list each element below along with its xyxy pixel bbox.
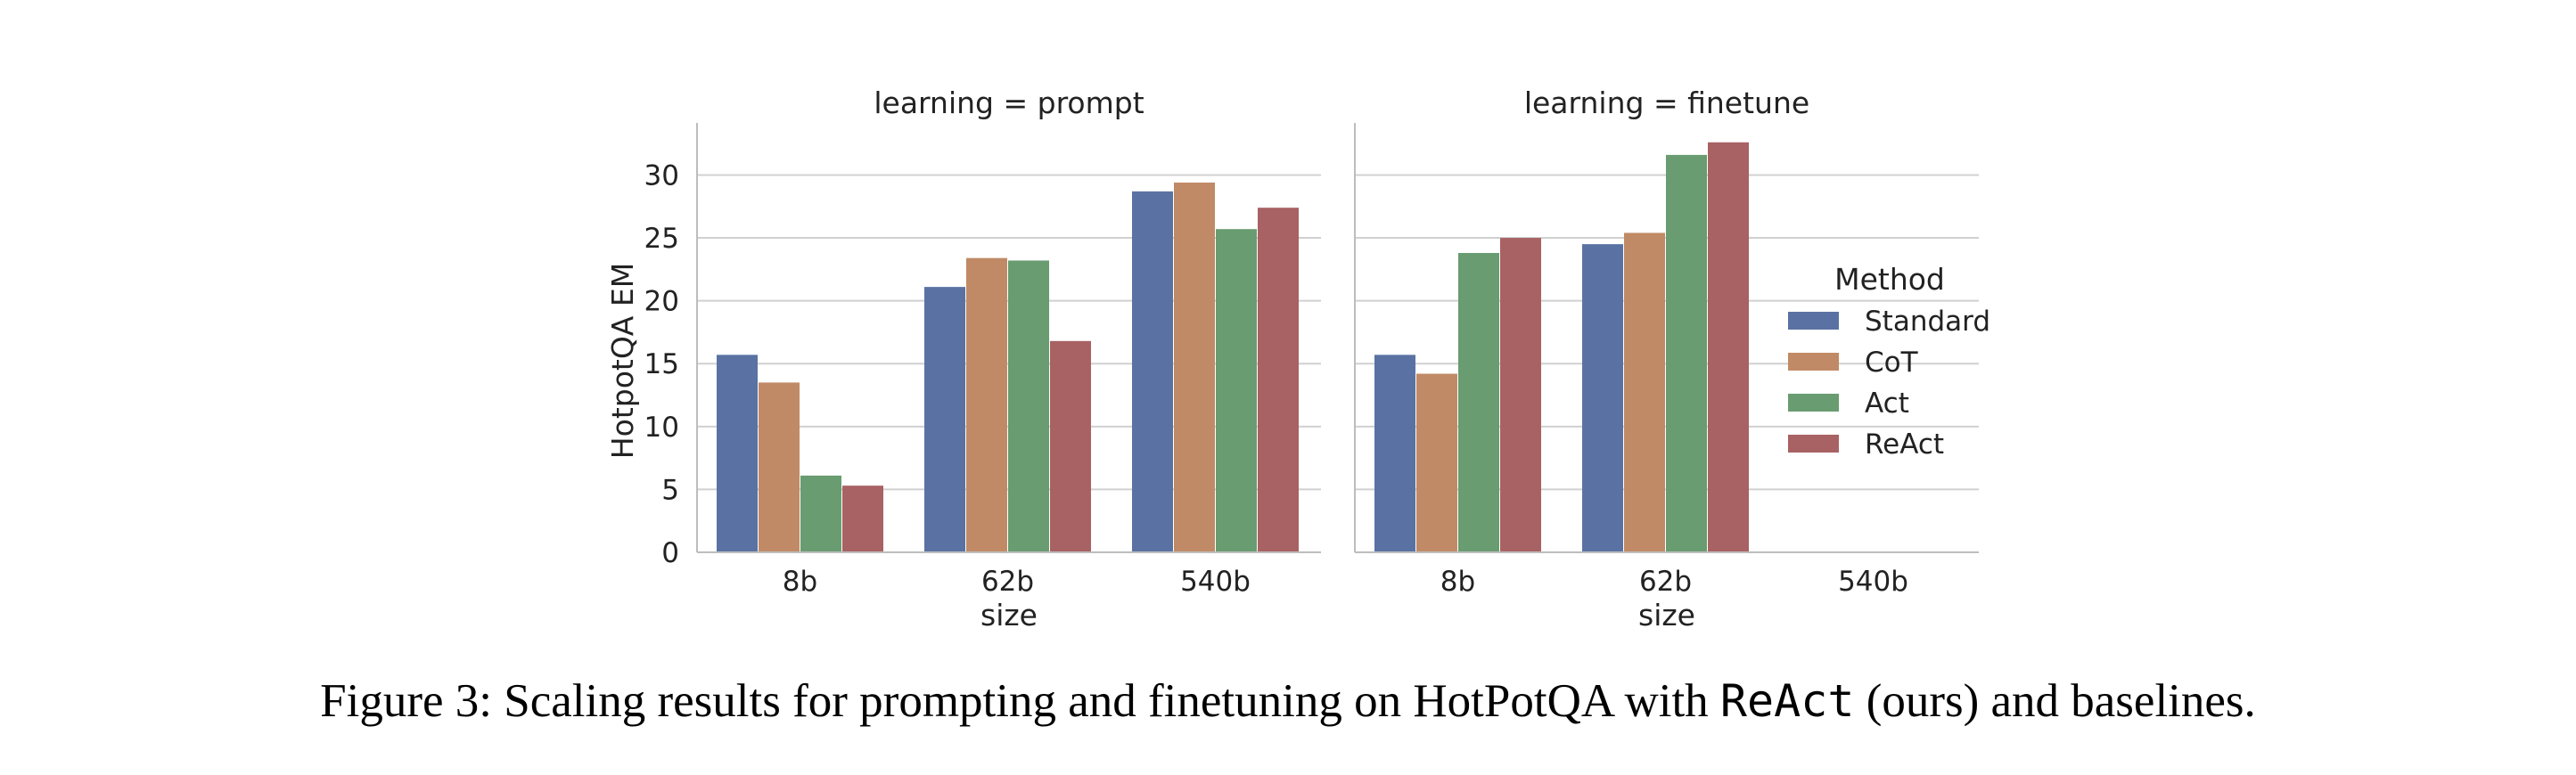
- x-tick-label-finetune-8b: 8b: [1440, 566, 1475, 598]
- bar-prompt-8b-cot: [759, 382, 800, 552]
- legend-swatch-standard: [1788, 312, 1839, 330]
- bar-finetune-62b-react: [1708, 142, 1749, 552]
- bar-finetune-62b-act: [1666, 154, 1707, 552]
- bar-prompt-8b-standard: [717, 355, 758, 552]
- bar-prompt-540b-standard: [1132, 191, 1173, 552]
- bar-prompt-540b-react: [1258, 208, 1299, 553]
- bar-prompt-62b-cot: [966, 257, 1007, 552]
- x-axis-label-finetune: size: [1638, 598, 1695, 632]
- legend-label-react: ReAct: [1865, 428, 1944, 461]
- legend-swatch-react: [1788, 435, 1839, 453]
- bar-finetune-8b-standard: [1374, 355, 1415, 552]
- facet-prompt: learning = prompt 8b 62b 540b size 0 5 10 15 20 25…: [605, 86, 1321, 632]
- facet-finetune: learning = finetune 8b 62b 540b size: [1354, 86, 1979, 632]
- bar-prompt-540b-act: [1216, 229, 1257, 552]
- bar-finetune-8b-cot: [1416, 373, 1457, 552]
- bar-prompt-62b-react: [1050, 340, 1091, 552]
- y-tick-label-25: 25: [644, 223, 679, 255]
- legend-title: Method: [1834, 262, 1945, 297]
- legend: Method Standard CoT Act ReAct: [1788, 262, 1990, 461]
- legend-swatch-act: [1788, 394, 1839, 412]
- bar-prompt-62b-standard: [924, 287, 965, 552]
- facet-title-prompt: learning = prompt: [874, 86, 1144, 120]
- bar-finetune-8b-act: [1458, 253, 1499, 552]
- legend-label-act: Act: [1865, 388, 1909, 420]
- caption-suffix: (ours) and baselines.: [1854, 675, 2256, 727]
- x-tick-label-prompt-62b: 62b: [981, 566, 1034, 598]
- bar-finetune-62b-cot: [1624, 232, 1665, 552]
- x-tick-label-finetune-62b: 62b: [1639, 566, 1692, 598]
- y-tick-label-0: 0: [661, 537, 679, 569]
- legend-swatch-cot: [1788, 353, 1839, 371]
- y-tick-label-20: 20: [644, 286, 679, 318]
- y-tick-label-15: 15: [644, 348, 679, 380]
- x-tick-label-finetune-540b: 540b: [1838, 566, 1908, 598]
- y-tick-label-5: 5: [661, 474, 679, 506]
- caption-code: ReAct: [1719, 675, 1855, 727]
- bar-finetune-62b-standard: [1582, 244, 1623, 552]
- y-tick-label-30: 30: [644, 159, 679, 192]
- x-axis-label-prompt: size: [980, 598, 1038, 632]
- bar-prompt-8b-act: [800, 475, 841, 552]
- facet-title-finetune: learning = finetune: [1524, 86, 1809, 120]
- bar-prompt-540b-cot: [1174, 182, 1215, 553]
- y-tick-label-10: 10: [644, 412, 679, 444]
- figure-caption: Figure 3: Scaling results for prompting …: [0, 674, 2576, 728]
- x-tick-label-prompt-8b: 8b: [783, 566, 817, 598]
- caption-prefix: Figure 3: Scaling results for prompting …: [320, 675, 1720, 727]
- bar-prompt-62b-act: [1008, 260, 1049, 552]
- legend-label-standard: Standard: [1865, 306, 1990, 338]
- legend-label-cot: CoT: [1865, 347, 1919, 379]
- x-tick-label-prompt-540b: 540b: [1180, 566, 1251, 598]
- bar-finetune-8b-react: [1500, 238, 1541, 552]
- bar-prompt-8b-react: [842, 485, 883, 552]
- y-axis-label: HotpotQA EM: [605, 263, 640, 459]
